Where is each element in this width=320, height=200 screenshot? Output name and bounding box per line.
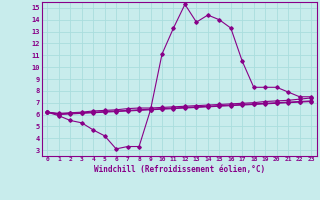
X-axis label: Windchill (Refroidissement éolien,°C): Windchill (Refroidissement éolien,°C) <box>94 165 265 174</box>
